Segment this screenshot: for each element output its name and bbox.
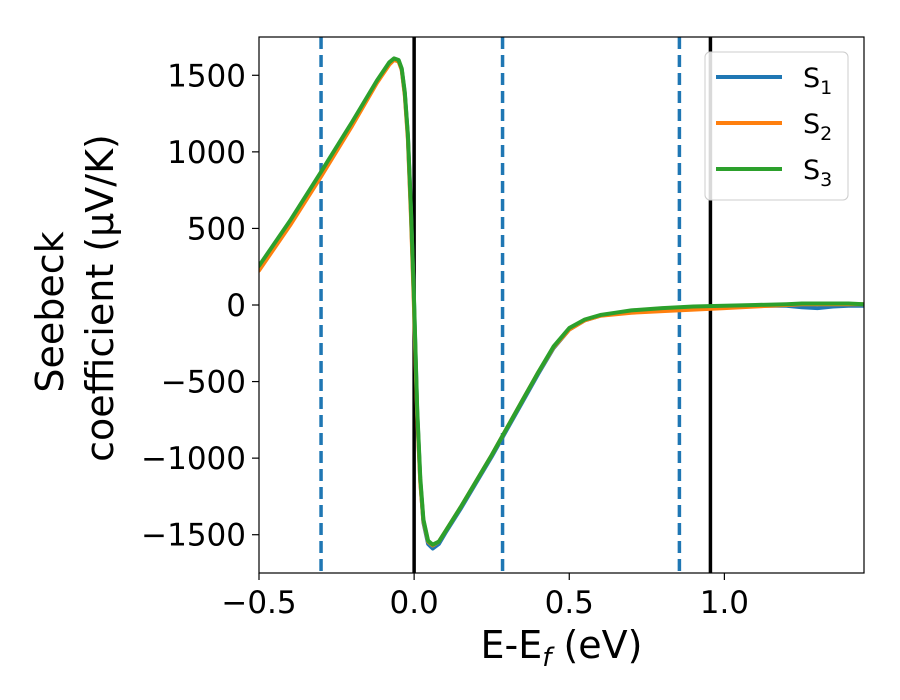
legend-label-main: S [803, 155, 820, 186]
legend-label-s3: S3 [803, 155, 832, 191]
y-tick-label: 500 [187, 211, 246, 247]
y-tick-label: 1000 [167, 135, 246, 171]
legend-label-subscript: 2 [820, 123, 832, 145]
axes: −0.5 0.0 0.5 1.0 −1500 −1000 −500 0 500 1000 1500 [141, 36, 865, 621]
legend-label-s2: S2 [803, 109, 832, 145]
x-tick-label: 1.0 [700, 585, 749, 621]
series-line-s3 [259, 56, 864, 547]
legend-label-main: S [803, 63, 820, 94]
legend-label-subscript: 1 [820, 77, 832, 99]
y-tick-label: 1500 [167, 58, 246, 94]
x-axis-label-main: E-E [481, 623, 543, 667]
y-axis-label-line-1: Seebeck [28, 231, 72, 392]
y-tick-label: −1000 [141, 441, 246, 477]
y-tick-label: −1500 [141, 518, 246, 554]
legend-box [704, 51, 849, 201]
legend-label-main: S [803, 109, 820, 140]
reference-lines [319, 37, 713, 573]
legend-label-s1: S1 [803, 63, 832, 99]
y-axis-label-line-2: coefficient (μV/K) [78, 134, 122, 462]
x-axis-label: E-Ef (eV) [481, 623, 643, 673]
x-axis-label-unit: (eV) [551, 623, 642, 667]
y-tick-label: 0 [226, 288, 246, 324]
y-tick-label: −500 [161, 365, 246, 401]
legend-label-subscript: 3 [820, 169, 832, 191]
x-tick-label: −0.5 [221, 585, 296, 621]
x-tick-label: 0.5 [545, 585, 594, 621]
series-layer [259, 56, 864, 551]
x-tick-label: 0.0 [389, 585, 438, 621]
